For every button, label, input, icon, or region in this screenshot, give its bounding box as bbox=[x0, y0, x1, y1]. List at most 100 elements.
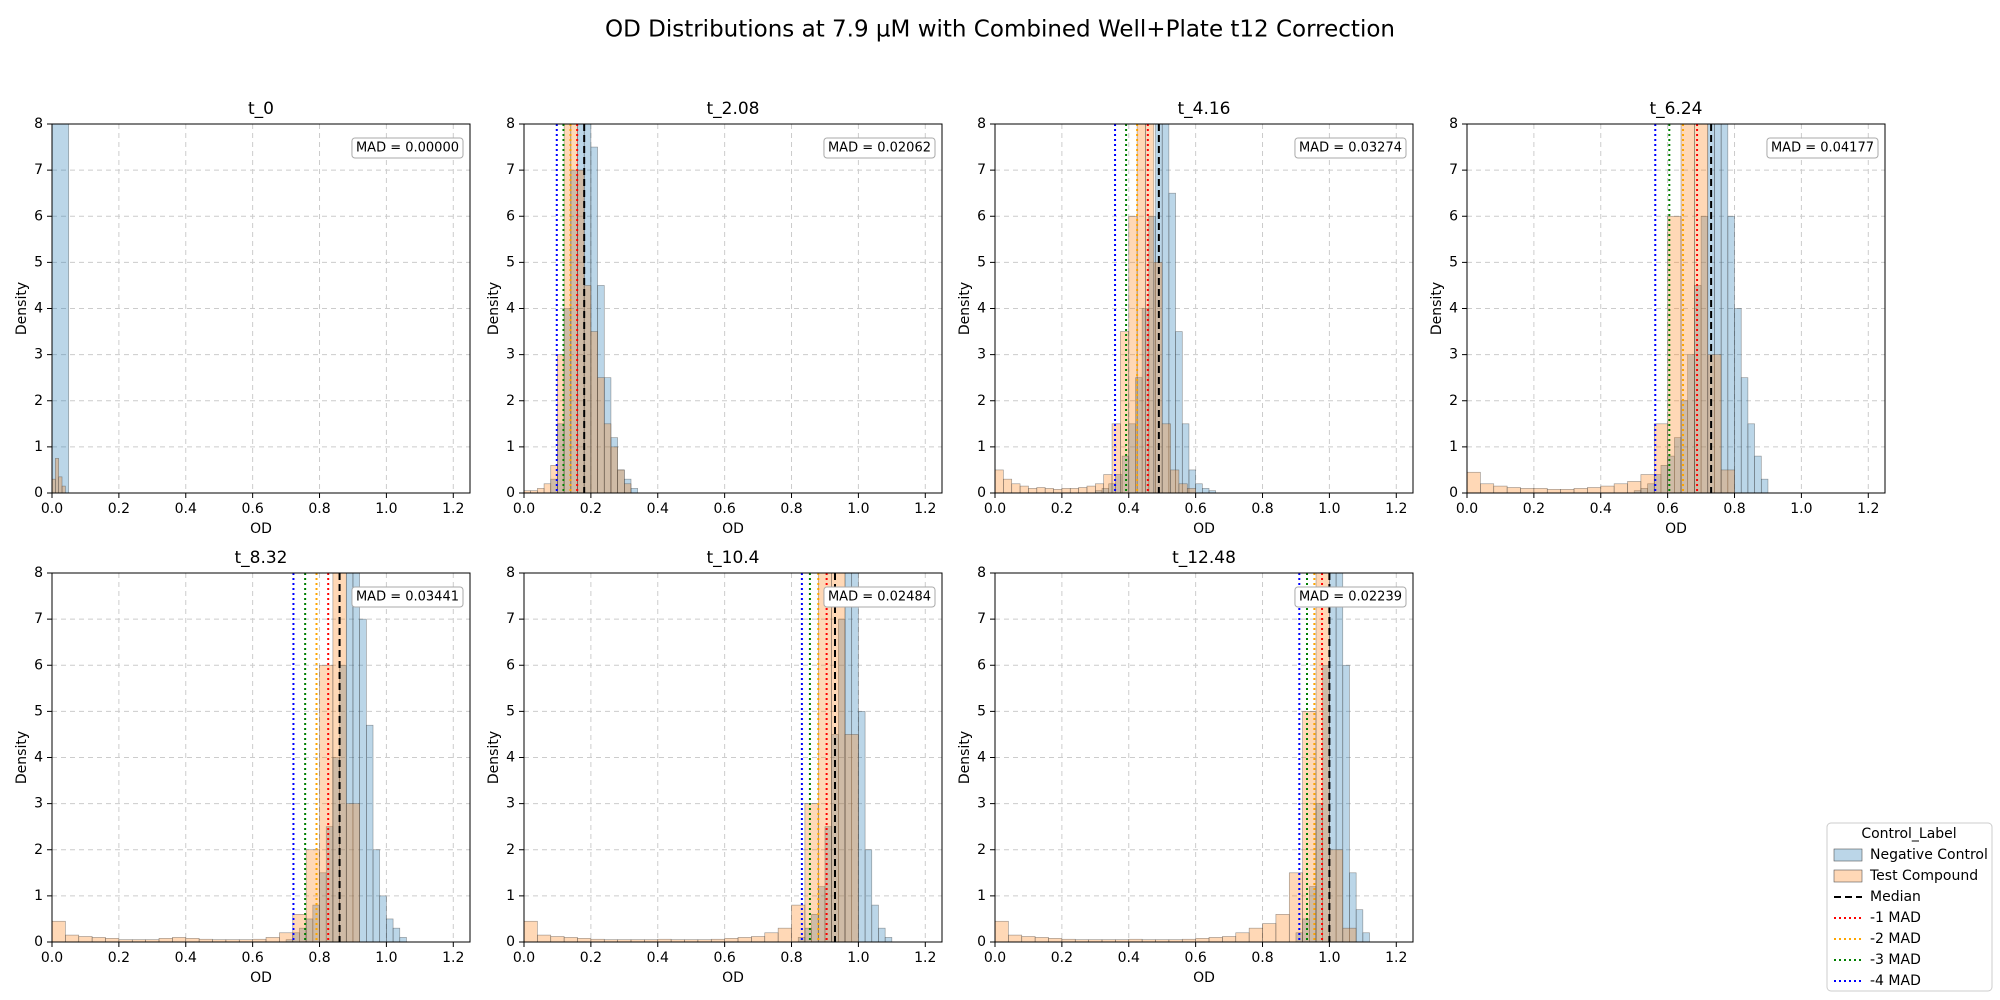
y-tick-label: 3 bbox=[977, 347, 986, 363]
y-tick-label: 6 bbox=[1449, 208, 1458, 224]
histogram-bar bbox=[1707, 354, 1722, 493]
legend-title: Control_Label bbox=[1861, 826, 1956, 842]
y-tick-label: 0 bbox=[977, 934, 986, 950]
x-tick-label: 0.8 bbox=[780, 501, 802, 517]
y-tick-label: 7 bbox=[977, 162, 986, 178]
legend-label: Median bbox=[1870, 889, 1921, 905]
annotation: MAD = 0.03274 bbox=[1299, 141, 1402, 156]
y-tick-label: 8 bbox=[506, 116, 515, 132]
y-tick-label: 5 bbox=[506, 703, 515, 719]
y-tick-label: 2 bbox=[506, 842, 515, 858]
y-tick-label: 2 bbox=[977, 842, 986, 858]
subplot-title: t_8.32 bbox=[234, 548, 287, 568]
x-tick-label: 0.4 bbox=[1590, 501, 1612, 517]
x-tick-label: 0.6 bbox=[1185, 501, 1207, 517]
y-tick-label: 6 bbox=[34, 657, 43, 673]
x-tick-label: 0.6 bbox=[242, 501, 264, 517]
y-tick-label: 2 bbox=[34, 842, 43, 858]
histogram-bar bbox=[305, 849, 320, 942]
annotation: MAD = 0.02239 bbox=[1299, 590, 1402, 605]
annotation: MAD = 0.00000 bbox=[356, 141, 459, 156]
subplot: 0.0 0.2 0.4 0.6 0.8 1.0 1.2 0 1 2 3 4 5 6 7 8 t_4.16 OD De… bbox=[957, 99, 1414, 537]
histogram-bar bbox=[1181, 423, 1190, 493]
plot-area bbox=[52, 124, 70, 493]
histogram-bar bbox=[1034, 937, 1049, 942]
x-tick-label: 1.0 bbox=[847, 950, 869, 966]
x-tick-label: 1.0 bbox=[375, 501, 397, 517]
histogram-bar bbox=[1754, 455, 1762, 493]
y-tick-label: 5 bbox=[34, 703, 43, 719]
y-tick-label: 4 bbox=[1449, 301, 1458, 317]
histogram-bar bbox=[1161, 423, 1171, 493]
annotation-box bbox=[1766, 137, 1879, 159]
y-axis-label: Density bbox=[486, 731, 502, 784]
x-axis-label: OD bbox=[722, 970, 744, 986]
y-tick-label: 4 bbox=[34, 750, 43, 766]
histogram-bar bbox=[1248, 927, 1263, 942]
y-tick-label: 1 bbox=[1449, 439, 1458, 455]
histogram-bar bbox=[1011, 483, 1021, 493]
histogram-bar bbox=[1120, 331, 1130, 493]
histogram-bar bbox=[1560, 489, 1575, 493]
histogram-bar bbox=[52, 478, 56, 493]
y-tick-label: 4 bbox=[506, 301, 515, 317]
y-tick-label: 8 bbox=[34, 116, 43, 132]
histogram-bar bbox=[399, 937, 407, 942]
histogram-bar bbox=[804, 803, 819, 942]
legend-label: -4 MAD bbox=[1870, 973, 1921, 989]
histogram-bar bbox=[58, 476, 63, 493]
histogram-bar bbox=[1349, 872, 1357, 942]
y-tick-label: 1 bbox=[506, 888, 515, 904]
y-tick-label: 2 bbox=[1449, 393, 1458, 409]
x-axis-label: OD bbox=[1193, 970, 1215, 986]
histogram-bar bbox=[1175, 331, 1183, 493]
histogram-bar bbox=[1653, 423, 1668, 493]
x-tick-label: 0.8 bbox=[1723, 501, 1745, 517]
x-tick-label: 1.2 bbox=[1385, 501, 1407, 517]
histogram-bar bbox=[791, 904, 806, 942]
histogram-bar bbox=[1186, 488, 1196, 493]
histogram-bar bbox=[864, 849, 873, 942]
subplot: 0.0 0.2 0.4 0.6 0.8 1.0 1.2 0 1 2 3 4 5 6 7 8 t_8.32 OD De… bbox=[14, 548, 471, 986]
axes-frame bbox=[994, 123, 1414, 494]
histogram-bar bbox=[1627, 481, 1642, 493]
histogram-bar bbox=[817, 573, 832, 942]
y-tick-label: 0 bbox=[34, 485, 43, 501]
y-tick-label: 0 bbox=[1449, 485, 1458, 501]
histogram-bar bbox=[1355, 909, 1364, 942]
histogram-bar bbox=[372, 849, 381, 942]
histogram-bar bbox=[884, 937, 893, 942]
histogram-bar bbox=[1546, 489, 1561, 493]
histogram-bar bbox=[1533, 488, 1548, 493]
histogram-bar bbox=[52, 920, 66, 942]
histogram-bar bbox=[1275, 914, 1290, 942]
histogram-bar bbox=[537, 934, 552, 942]
histogram-bar bbox=[78, 936, 93, 942]
y-tick-label: 0 bbox=[506, 485, 515, 501]
histogram-bar bbox=[1008, 934, 1023, 942]
x-tick-label: 0.4 bbox=[647, 501, 669, 517]
subplot: 0.0 0.2 0.4 0.6 0.8 1.0 1.2 0 1 2 3 4 5 6 7 8 t_6.24 OD De… bbox=[1429, 99, 1886, 537]
subplot: 0.0 0.2 0.4 0.6 0.8 1.0 1.2 0 1 2 3 4 5 6 7 8 t_12.48 OD D… bbox=[957, 548, 1414, 986]
histogram-bar bbox=[537, 488, 545, 493]
histogram-bar bbox=[751, 936, 766, 942]
x-tick-label: 1.0 bbox=[375, 950, 397, 966]
histogram-bar bbox=[1362, 932, 1370, 942]
histogram-bar bbox=[1613, 483, 1628, 493]
y-tick-label: 5 bbox=[977, 254, 986, 270]
x-tick-label: 0.8 bbox=[1251, 950, 1273, 966]
x-tick-label: 1.2 bbox=[914, 950, 936, 966]
legend-swatch bbox=[1833, 869, 1863, 883]
y-tick-label: 0 bbox=[506, 934, 515, 950]
axes-frame bbox=[994, 572, 1414, 943]
histogram-bar bbox=[392, 927, 401, 942]
histogram-bar bbox=[1222, 936, 1237, 942]
histogram-bar bbox=[1587, 487, 1602, 493]
histogram-bar bbox=[1493, 485, 1508, 493]
histogram-bar bbox=[617, 469, 625, 493]
x-tick-label: 0.6 bbox=[714, 501, 736, 517]
x-tick-label: 0.4 bbox=[1118, 950, 1140, 966]
x-tick-label: 1.2 bbox=[442, 501, 464, 517]
histogram-bar bbox=[577, 169, 585, 493]
